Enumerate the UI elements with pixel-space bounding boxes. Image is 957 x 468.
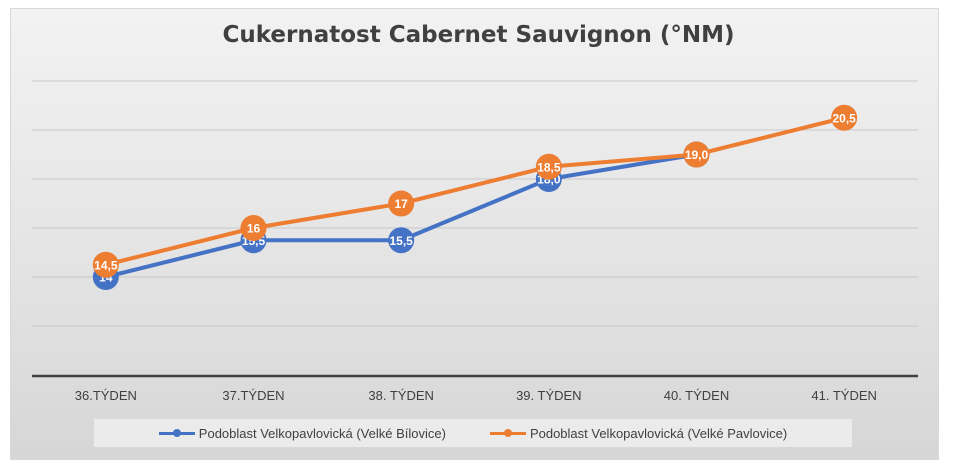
legend-label-pavlovice: Podoblast Velkopavlovická (Velké Pavlovi… [529,425,788,441]
legend-swatch-pavlovice [489,428,526,438]
data-label: 18,5 [537,160,561,174]
series-1-point [683,141,710,168]
data-label: 16 [247,222,261,236]
series-line-1 [103,115,847,267]
x-tick-label: 36.TÝDEN [75,388,137,403]
series-1-point [388,190,415,217]
data-label: 17 [394,197,408,211]
legend-item-bilovice: Podoblast Velkopavlovická (Velké Bílovic… [158,425,446,441]
x-tick-label: 39. TÝDEN [516,388,582,403]
chart-title: Cukernatost Cabernet Sauvignon (°NM) [222,22,735,48]
data-label: 14,5 [94,258,118,272]
x-tick-label: 38. TÝDEN [368,388,434,403]
legend-label-bilovice: Podoblast Velkopavlovická (Velké Bílovic… [198,425,446,441]
chart-area [10,8,939,460]
data-label: 20,5 [832,111,856,125]
x-tick-label: 40. TÝDEN [664,388,730,403]
data-label: 19,0 [685,148,709,162]
legend: Podoblast Velkopavlovická (Velké Bílovic… [94,419,852,447]
series-1-point [535,153,562,180]
x-tick-label: 41. TÝDEN [811,388,877,403]
x-tick-label: 37.TÝDEN [222,388,284,403]
legend-item-pavlovice: Podoblast Velkopavlovická (Velké Pavlovi… [489,425,788,441]
series-1-point [240,215,267,241]
legend-swatch-bilovice [158,428,195,438]
data-label: 15,5 [389,234,413,248]
series-1-point [831,104,858,131]
series-0-point [388,227,415,254]
series-1-point [92,251,119,278]
